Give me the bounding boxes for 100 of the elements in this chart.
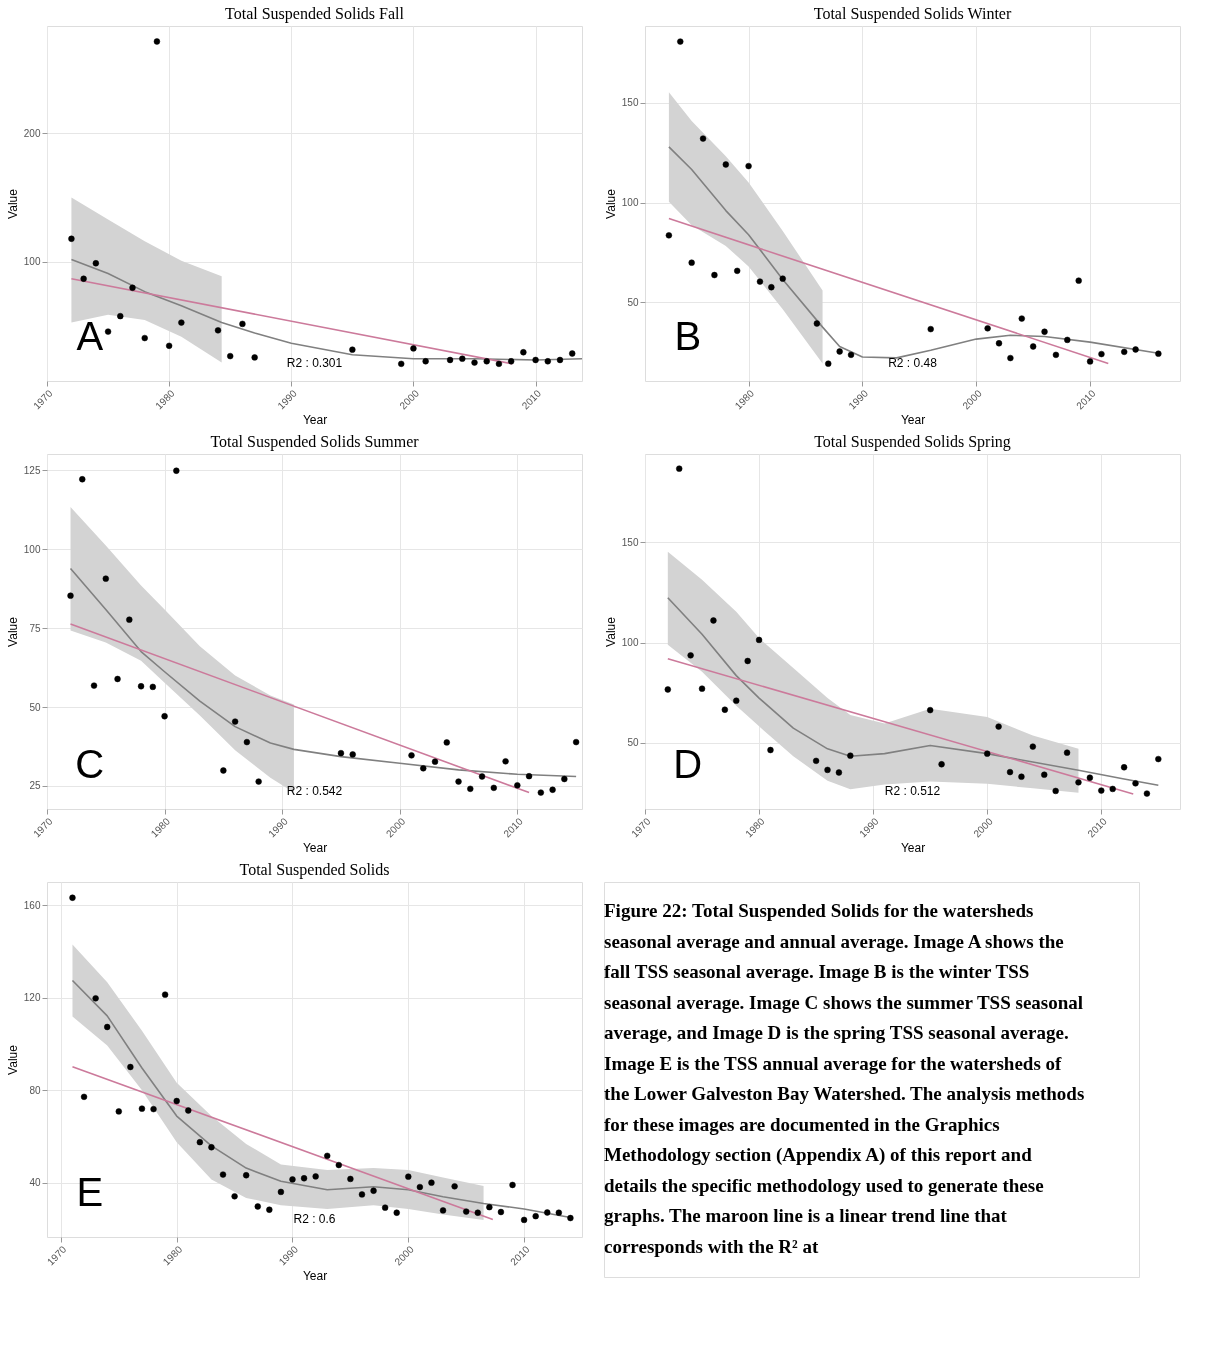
point xyxy=(153,38,161,45)
point xyxy=(835,769,843,776)
y-tick-label: 100 xyxy=(23,543,41,555)
point xyxy=(1018,773,1025,780)
point xyxy=(532,1213,539,1220)
point xyxy=(927,706,934,714)
point xyxy=(80,275,87,282)
y-tick-label: 200 xyxy=(23,127,41,139)
y-axis-title: Value xyxy=(5,616,20,647)
point xyxy=(173,467,180,474)
point xyxy=(455,778,462,785)
y-tick-label: 100 xyxy=(621,637,639,649)
point xyxy=(219,1171,227,1178)
point xyxy=(137,683,145,690)
y-tick-label: 40 xyxy=(29,1177,41,1189)
chart-title: Total Suspended Solids xyxy=(239,861,390,879)
point xyxy=(312,1173,319,1180)
point xyxy=(300,1175,308,1182)
point xyxy=(1109,785,1116,793)
annotation: R2 : 0.301 xyxy=(286,356,343,371)
y-axis-title: Value xyxy=(5,188,20,219)
point xyxy=(569,350,576,357)
point xyxy=(1007,354,1014,362)
point xyxy=(439,1207,447,1214)
y-axis-title: Value xyxy=(603,616,618,647)
point xyxy=(358,1191,366,1198)
point xyxy=(520,1216,528,1224)
point xyxy=(231,1193,238,1200)
point xyxy=(451,1183,458,1190)
y-tick-label: 80 xyxy=(29,1084,41,1096)
point xyxy=(567,1214,574,1222)
chart-title: Total Suspended Solids Summer xyxy=(210,433,420,451)
point xyxy=(289,1176,296,1183)
annotation: C xyxy=(75,742,105,787)
point xyxy=(104,1023,111,1031)
y-axis-title: Value xyxy=(5,1044,20,1075)
point xyxy=(1132,780,1139,787)
chart-title: Total Suspended Solids Spring xyxy=(814,433,1011,451)
point xyxy=(698,685,706,692)
point xyxy=(537,789,545,796)
point xyxy=(115,1108,122,1115)
point xyxy=(938,761,945,768)
y-tick-label: 160 xyxy=(23,899,41,911)
point xyxy=(104,328,112,335)
point xyxy=(995,723,1002,730)
point xyxy=(251,354,258,361)
point xyxy=(556,356,564,364)
point xyxy=(1041,771,1048,778)
y-tick-label: 50 xyxy=(29,701,41,713)
point xyxy=(756,278,764,285)
point xyxy=(520,349,527,356)
point xyxy=(126,616,133,623)
x-axis-title: Year xyxy=(302,1269,328,1284)
point xyxy=(744,657,751,665)
point xyxy=(483,358,490,365)
point xyxy=(1075,779,1082,786)
line-series xyxy=(69,567,577,778)
x-axis-title: Year xyxy=(302,413,328,428)
point xyxy=(1063,749,1071,756)
point xyxy=(1143,790,1151,797)
y-tick-label: 120 xyxy=(23,992,41,1004)
point xyxy=(165,342,173,349)
point xyxy=(1098,787,1105,794)
y-axis-title: Value xyxy=(603,188,618,219)
point xyxy=(129,284,136,291)
chart-title: Total Suspended Solids Winter xyxy=(813,5,1012,23)
point xyxy=(69,894,76,901)
point xyxy=(779,275,786,282)
point xyxy=(90,682,98,689)
line-series xyxy=(667,597,1160,787)
annotation: E xyxy=(76,1170,104,1215)
point xyxy=(1029,743,1037,750)
point xyxy=(102,575,109,582)
point xyxy=(208,1144,215,1151)
point xyxy=(420,765,427,772)
point xyxy=(699,135,707,142)
point xyxy=(544,1209,551,1216)
point xyxy=(431,758,439,765)
point xyxy=(231,718,239,725)
point xyxy=(665,232,673,239)
point xyxy=(117,312,124,320)
point xyxy=(349,751,356,758)
point xyxy=(127,1063,134,1071)
y-tick-label: 50 xyxy=(627,296,639,308)
point xyxy=(471,359,478,366)
point xyxy=(813,320,821,327)
point xyxy=(335,1161,342,1169)
point xyxy=(927,325,934,333)
point xyxy=(254,1203,261,1210)
point xyxy=(150,1105,157,1113)
point xyxy=(220,767,227,774)
point xyxy=(138,1105,146,1112)
point xyxy=(722,161,729,168)
point xyxy=(710,617,717,624)
point xyxy=(532,356,539,364)
point xyxy=(405,1173,412,1180)
point xyxy=(68,235,75,242)
point xyxy=(768,284,775,291)
point xyxy=(687,652,694,659)
point xyxy=(745,162,752,170)
